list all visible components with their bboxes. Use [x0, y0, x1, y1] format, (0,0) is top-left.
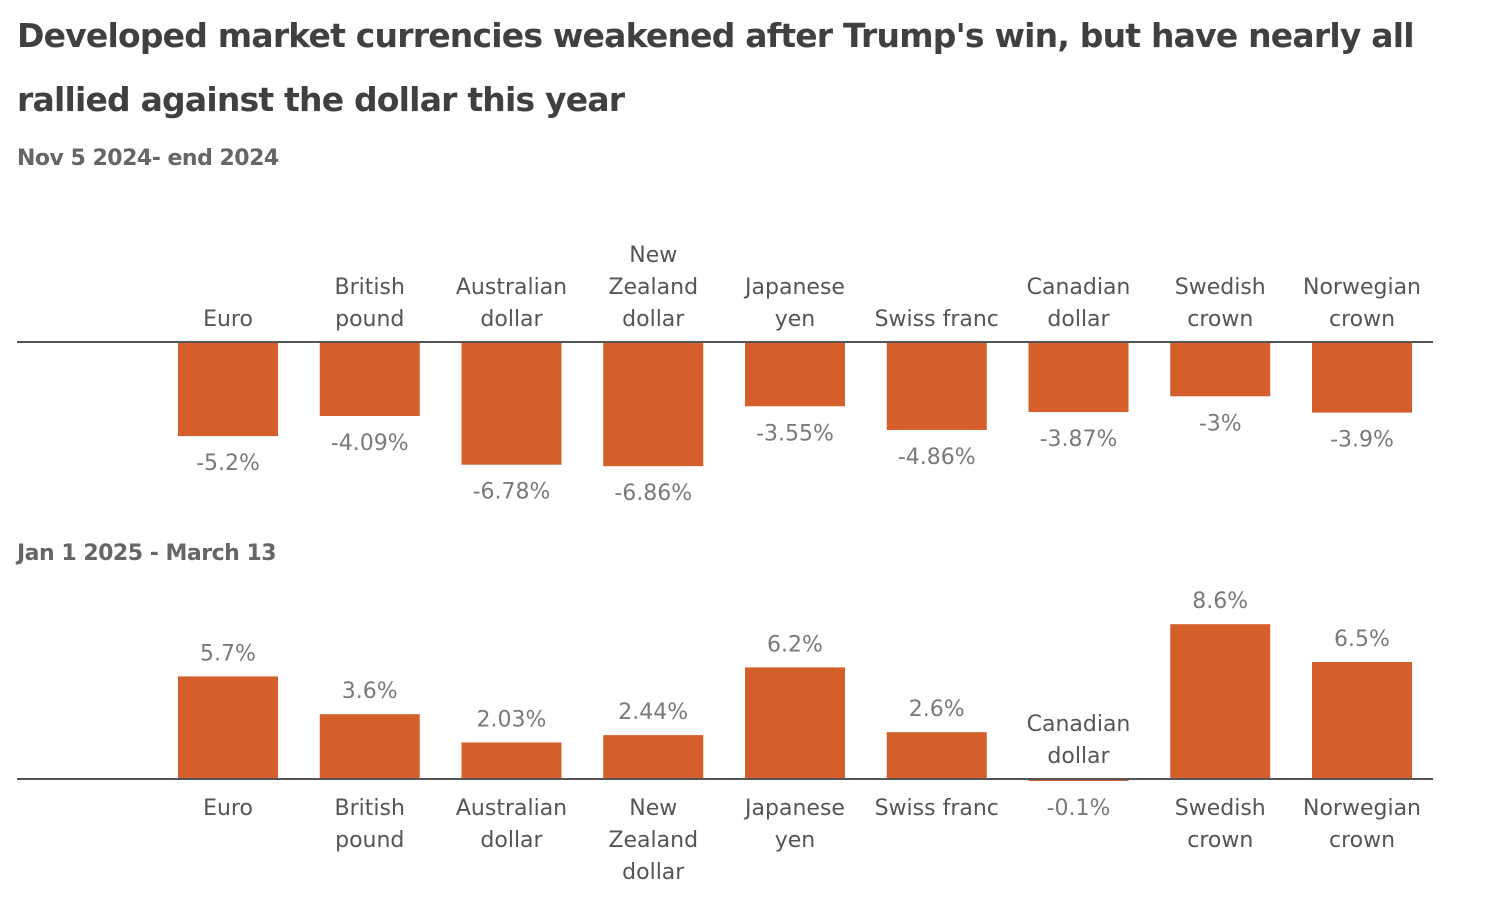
value-label: -6.86% [614, 481, 692, 506]
bar [745, 342, 845, 407]
bar [178, 342, 278, 437]
category-label: Norwegian [1303, 796, 1421, 821]
category-label: dollar [1047, 744, 1110, 769]
value-label: -3.87% [1040, 427, 1118, 452]
value-label: 3.6% [342, 679, 398, 704]
value-label: -3% [1199, 411, 1242, 436]
category-label: Swedish [1175, 275, 1266, 300]
chart-title: Developed market currencies weakened aft… [17, 16, 1415, 119]
category-label: crown [1187, 828, 1253, 853]
panel-1-subtitle: Nov 5 2024- end 2024 [17, 146, 279, 171]
bar [603, 735, 704, 779]
bar [1312, 662, 1412, 779]
category-label: New [629, 243, 677, 268]
panel-1-nov-dec-2024: -5.2% Euro -4.09% British pound -6.78% Austral… [17, 243, 1433, 506]
value-label: -4.09% [331, 431, 409, 456]
category-label: crown [1329, 307, 1395, 332]
category-label: Japanese [743, 275, 845, 300]
bar [1028, 342, 1129, 413]
category-label: British [335, 796, 405, 821]
category-label: Zealand [608, 275, 698, 300]
bar [886, 732, 987, 779]
bar [886, 342, 987, 430]
value-label: 6.2% [767, 632, 823, 657]
category-label: Canadian [1027, 712, 1131, 737]
value-label: -0.1% [1047, 796, 1111, 821]
category-label: dollar [480, 828, 543, 853]
category-label: dollar [622, 860, 685, 885]
bar [178, 676, 278, 779]
category-label: pound [335, 828, 404, 853]
panel-2-subtitle: Jan 1 2025 - March 13 [17, 541, 277, 566]
category-label: Swiss franc [875, 796, 999, 821]
category-label: Australian [456, 275, 567, 300]
panel-2-ytd-2025: 5.7% Euro 3.6% British pound 2.03% Australian d… [17, 589, 1433, 885]
category-label: Swedish [1175, 796, 1266, 821]
value-label: -6.78% [473, 480, 551, 505]
bar [603, 342, 704, 467]
category-label: pound [335, 307, 404, 332]
category-label: Zealand [608, 828, 698, 853]
bar [461, 742, 562, 779]
value-label: 2.6% [909, 697, 965, 722]
category-label: New [629, 796, 677, 821]
bar [745, 667, 845, 779]
value-label: -3.55% [756, 421, 834, 446]
bar [1170, 624, 1271, 779]
value-label: 2.44% [618, 700, 688, 725]
bar [319, 342, 420, 417]
bar [461, 342, 562, 465]
bar [1170, 342, 1271, 397]
category-label: Euro [203, 307, 253, 332]
category-label: Swiss franc [875, 307, 999, 332]
category-label: Euro [203, 796, 253, 821]
bar [319, 714, 420, 779]
category-label: Norwegian [1303, 275, 1421, 300]
value-label: 8.6% [1192, 589, 1248, 614]
category-label: dollar [622, 307, 685, 332]
category-label: British [335, 275, 405, 300]
value-label: -3.9% [1330, 428, 1394, 453]
category-label: Canadian [1027, 275, 1131, 300]
bar [1312, 342, 1412, 413]
value-label: -4.86% [898, 445, 976, 470]
category-label: dollar [480, 307, 543, 332]
category-label: dollar [1047, 307, 1110, 332]
category-label: Japanese [743, 796, 845, 821]
category-label: Australian [456, 796, 567, 821]
value-label: -5.2% [196, 451, 260, 476]
value-label: 6.5% [1334, 627, 1390, 652]
value-label: 5.7% [200, 641, 256, 666]
category-label: yen [775, 828, 816, 853]
category-label: crown [1329, 828, 1395, 853]
category-label: yen [775, 307, 816, 332]
value-label: 2.03% [477, 707, 547, 732]
category-label: crown [1187, 307, 1253, 332]
